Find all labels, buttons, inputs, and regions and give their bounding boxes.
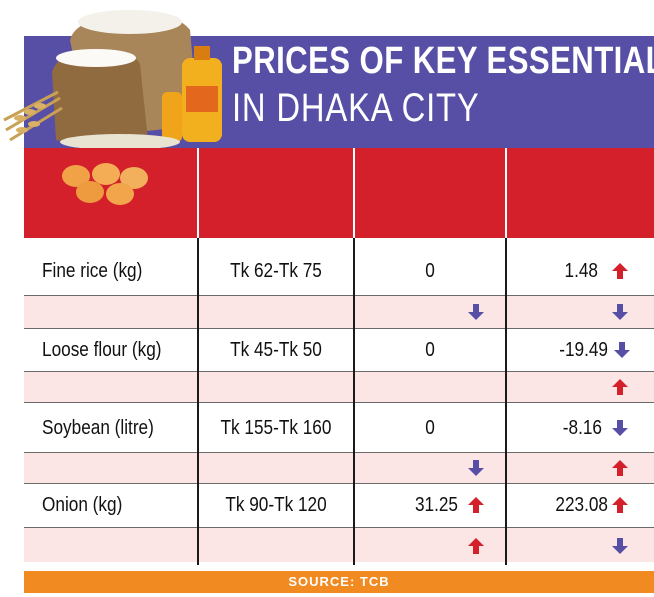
table-cell-change-b: -19.49 — [559, 339, 608, 361]
down-arrow-icon — [468, 460, 484, 476]
down-arrow-icon — [612, 538, 628, 554]
down-arrow-icon — [614, 342, 630, 358]
table-stripe — [24, 453, 654, 483]
row-divider — [24, 452, 654, 453]
row-divider — [24, 371, 654, 372]
table-cell-change-b: 223.08 — [555, 494, 608, 516]
down-arrow-icon — [468, 304, 484, 320]
table-cell-change-b: -8.16 — [562, 417, 602, 439]
table-cell-item: Soybean (litre) — [42, 417, 154, 439]
table-cell-change-a: 0 — [425, 417, 435, 439]
table-cell-item: Onion (kg) — [42, 494, 123, 516]
column-line — [505, 238, 507, 565]
up-arrow-icon — [612, 263, 628, 279]
table-cell-change-a: 0 — [425, 339, 435, 361]
down-arrow-icon — [612, 420, 628, 436]
table-cell-price: Tk 62-Tk 75 — [230, 260, 322, 282]
up-arrow-icon — [468, 497, 484, 513]
row-divider — [24, 483, 654, 484]
table-cell-price: Tk 45-Tk 50 — [230, 339, 322, 361]
table-cell-change-a: 31.25 — [414, 494, 458, 516]
source-band — [24, 571, 654, 593]
row-divider — [24, 328, 654, 329]
down-arrow-icon — [612, 304, 628, 320]
table-stripe — [24, 372, 654, 402]
table-cell-item: Loose flour (kg) — [42, 339, 162, 361]
table-cell-price: Tk 155-Tk 160 — [220, 417, 332, 439]
column-divider — [197, 148, 199, 238]
column-line — [353, 238, 355, 565]
table-cell-change-a: 0 — [425, 260, 435, 282]
up-arrow-icon — [468, 538, 484, 554]
rice-pile — [78, 10, 182, 34]
table-cell-item: Fine rice (kg) — [42, 260, 143, 282]
up-arrow-icon — [612, 497, 628, 513]
up-arrow-icon — [612, 460, 628, 476]
wheat-icon — [3, 90, 63, 142]
row-divider — [24, 402, 654, 403]
wheat-grains — [14, 103, 46, 133]
column-divider — [505, 148, 507, 238]
column-line — [197, 238, 199, 565]
title-line-2: IN DHAKA CITY — [232, 86, 480, 130]
source-label: SOURCE: TCB — [288, 574, 390, 589]
table-stripe — [24, 528, 654, 562]
title-line-1: PRICES OF KEY ESSENTIALS — [232, 40, 654, 82]
flour-sack — [52, 49, 148, 145]
row-divider — [24, 295, 654, 296]
column-divider — [353, 148, 355, 238]
row-divider — [24, 527, 654, 528]
table-stripe — [24, 296, 654, 328]
table-cell-change-b: 1.48 — [564, 260, 598, 282]
eggs-icon — [62, 163, 148, 205]
table-cell-price: Tk 90-Tk 120 — [225, 494, 327, 516]
up-arrow-icon — [612, 379, 628, 395]
flour-pile — [56, 49, 136, 67]
groceries-illustration — [3, 10, 222, 150]
